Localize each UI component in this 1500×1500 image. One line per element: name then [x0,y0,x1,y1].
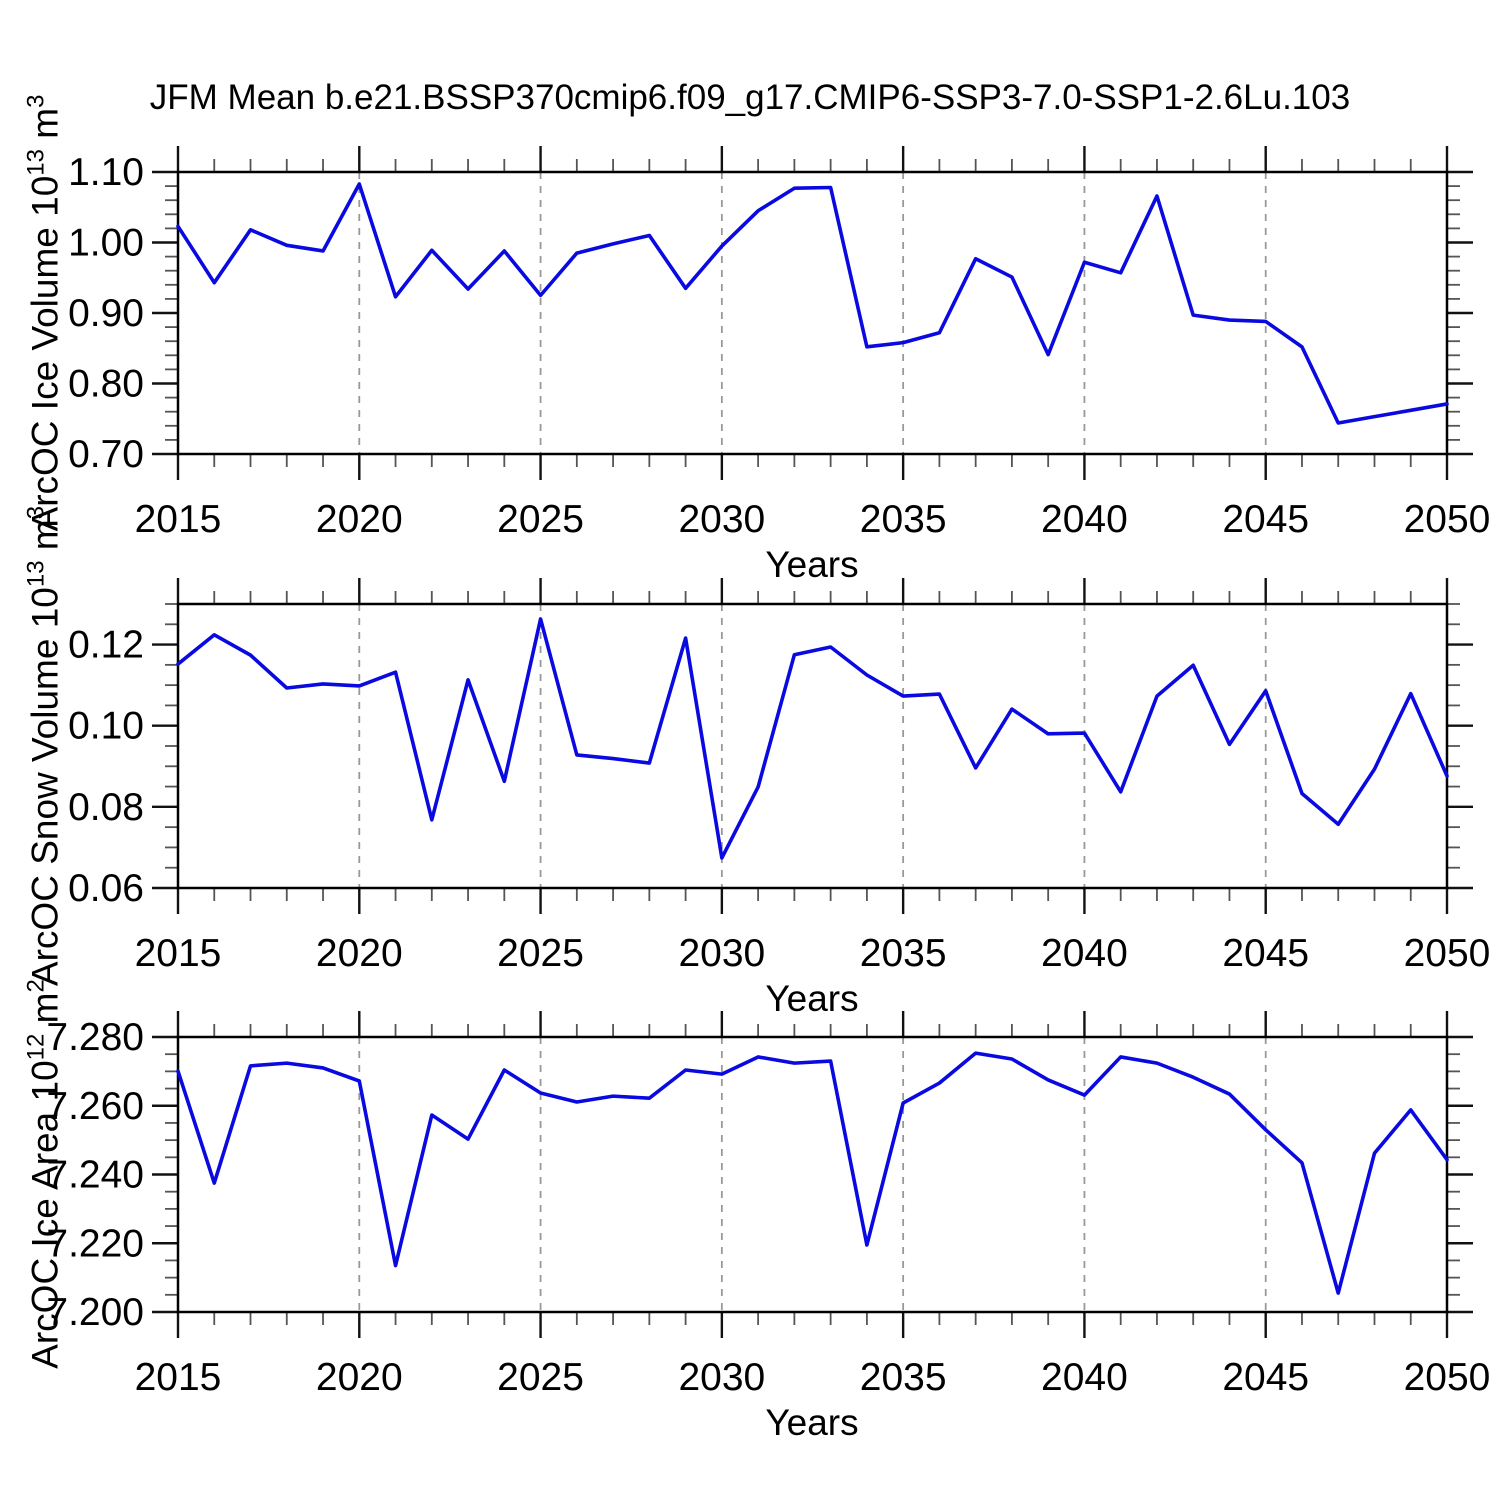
y-axis-title-text: ArcOC Ice Area 10 [24,1060,66,1369]
y-axis-title-unit: m [24,519,66,561]
y-tick-label: 1.00 [68,222,144,265]
y-tick-label: 1.10 [68,151,144,194]
y-tick-label: 0.10 [68,705,144,748]
y-axis-title-text: ArcOC Ice Volume 10 [24,175,66,532]
data-line [176,182,1449,425]
y-axis-title-exponent: 12 [22,1033,50,1061]
y-axis-title-exponent: 13 [22,149,50,176]
x-axis-title: Years [765,544,859,585]
x-tick-label: 2035 [860,498,947,541]
plot-frame [176,170,1449,456]
y-tick-label: 0.08 [68,786,144,829]
y-tick-label: 0.12 [68,624,144,667]
y-axis-title-text: ArcOC Snow Volume 10 [24,587,66,987]
y-axis-title-ice-area: ArcOC Ice Area 1012 m2 [22,979,66,1369]
x-axis-title: Years [765,978,859,1019]
data-line [176,1051,1449,1295]
x-tick-label: 2030 [678,1356,765,1399]
x-tick-label: 2020 [316,1356,403,1399]
x-tick-label: 2050 [1404,1356,1491,1399]
x-tick-label: 2040 [1041,1356,1128,1399]
y-axis-title-unit: m [24,107,66,149]
x-tick-label: 2015 [135,1356,222,1399]
x-tick-label: 2030 [678,498,765,541]
y-tick-label: 0.06 [68,867,144,910]
y-tick-label: 0.90 [68,292,144,335]
y-axis-title-ice-volume: ArcOC Ice Volume 1013 m3 [22,94,66,532]
y-tick-label: 0.70 [68,433,144,476]
y-tick-label: 7.220 [46,1222,144,1265]
plot-frame [176,602,1449,890]
y-tick-label: 0.80 [68,363,144,406]
y-tick-label: 7.260 [46,1085,144,1128]
x-tick-label: 2040 [1041,498,1128,541]
x-tick-label: 2030 [678,932,765,975]
x-tick-label: 2035 [860,932,947,975]
x-tick-label: 2015 [135,932,222,975]
x-axis-title: Years [765,1402,859,1443]
x-tick-label: 2045 [1222,932,1309,975]
x-tick-label: 2050 [1404,498,1491,541]
y-axis-title-exponent: 13 [22,560,50,588]
y-axis-title-unit: m [24,992,66,1034]
plot-frame [176,1035,1449,1314]
x-tick-label: 2025 [497,1356,584,1399]
figure-title: JFM Mean b.e21.BSSP370cmip6.f09_g17.CMIP… [149,78,1351,117]
y-axis-title-snow-volume: ArcOC Snow Volume 1013 m3 [22,505,66,987]
y-axis-title-unit-exponent: 2 [22,979,50,993]
x-tick-label: 2025 [497,932,584,975]
x-tick-label: 2035 [860,1356,947,1399]
x-tick-label: 2040 [1041,932,1128,975]
x-tick-label: 2020 [316,498,403,541]
x-tick-label: 2045 [1222,1356,1309,1399]
x-tick-label: 2045 [1222,498,1309,541]
y-tick-label: 7.240 [46,1154,144,1197]
y-tick-label: 7.280 [46,1016,144,1059]
y-axis-title-unit-exponent: 3 [22,505,50,520]
data-line [176,617,1449,860]
x-tick-label: 2050 [1404,932,1491,975]
y-tick-label: 7.200 [46,1291,144,1334]
x-tick-label: 2020 [316,932,403,975]
x-tick-label: 2015 [135,498,222,541]
y-axis-title-unit-exponent: 3 [22,94,50,108]
x-tick-label: 2025 [497,498,584,541]
